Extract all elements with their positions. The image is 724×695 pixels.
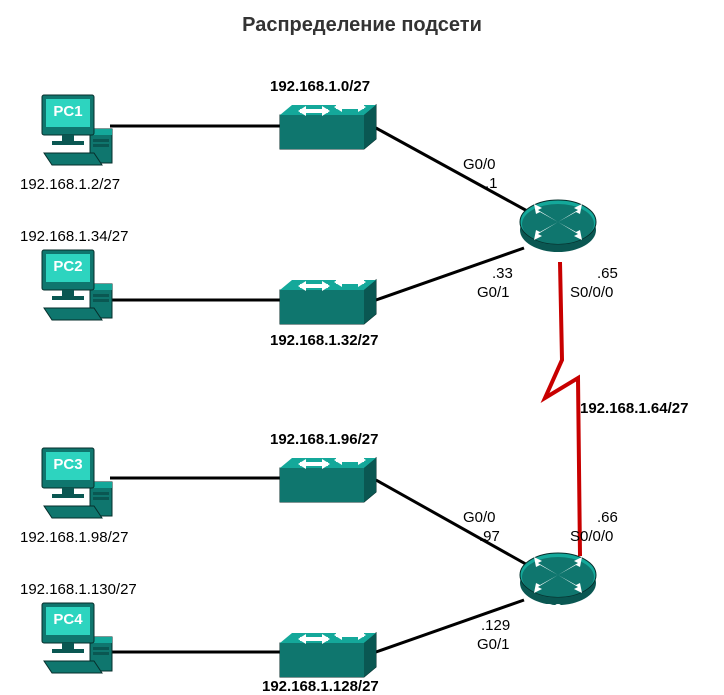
r2-s000-name: S0/0/0	[570, 528, 613, 545]
router2-label: R2	[543, 601, 562, 618]
switch2-icon	[280, 277, 376, 324]
r2-g00-name: G0/0	[463, 509, 496, 526]
r1-g00-name: G0/0	[463, 156, 496, 173]
router1-label: R1	[543, 249, 562, 266]
r2-g01-addr: .129	[481, 617, 510, 634]
r2-g00-addr: .97	[479, 528, 500, 545]
r1-g01-name: G0/1	[477, 284, 510, 301]
pc1-label: PC1	[53, 103, 82, 120]
pc2-label: PC2	[53, 258, 82, 275]
router1-icon	[520, 200, 596, 252]
serial-link	[545, 262, 580, 556]
switch4-icon	[280, 630, 376, 677]
subnet-sw3: 192.168.1.96/27	[270, 431, 378, 448]
subnet-sw2: 192.168.1.32/27	[270, 332, 378, 349]
r2-g01-name: G0/1	[477, 636, 510, 653]
r1-g00-addr: .1	[485, 175, 498, 192]
r1-s000-addr: .65	[597, 265, 618, 282]
subnet-serial: 192.168.1.64/27	[580, 400, 688, 417]
r1-g01-addr: .33	[492, 265, 513, 282]
pc4-label: PC4	[53, 611, 83, 628]
subnet-sw4: 192.168.1.128/27	[262, 678, 379, 695]
subnet-sw1: 192.168.1.0/27	[270, 78, 370, 95]
pc3-caption: 192.168.1.98/27	[20, 529, 128, 546]
r2-s000-addr: .66	[597, 509, 618, 526]
switch3-icon	[280, 455, 376, 502]
pc1-caption: 192.168.1.2/27	[20, 176, 120, 193]
pc4-caption: 192.168.1.130/27	[20, 581, 137, 598]
r1-s000-name: S0/0/0	[570, 284, 613, 301]
switch1-icon	[280, 102, 376, 149]
router2-icon	[520, 553, 596, 605]
pc3-label: PC3	[53, 456, 82, 473]
pc2-caption: 192.168.1.34/27	[20, 228, 128, 245]
